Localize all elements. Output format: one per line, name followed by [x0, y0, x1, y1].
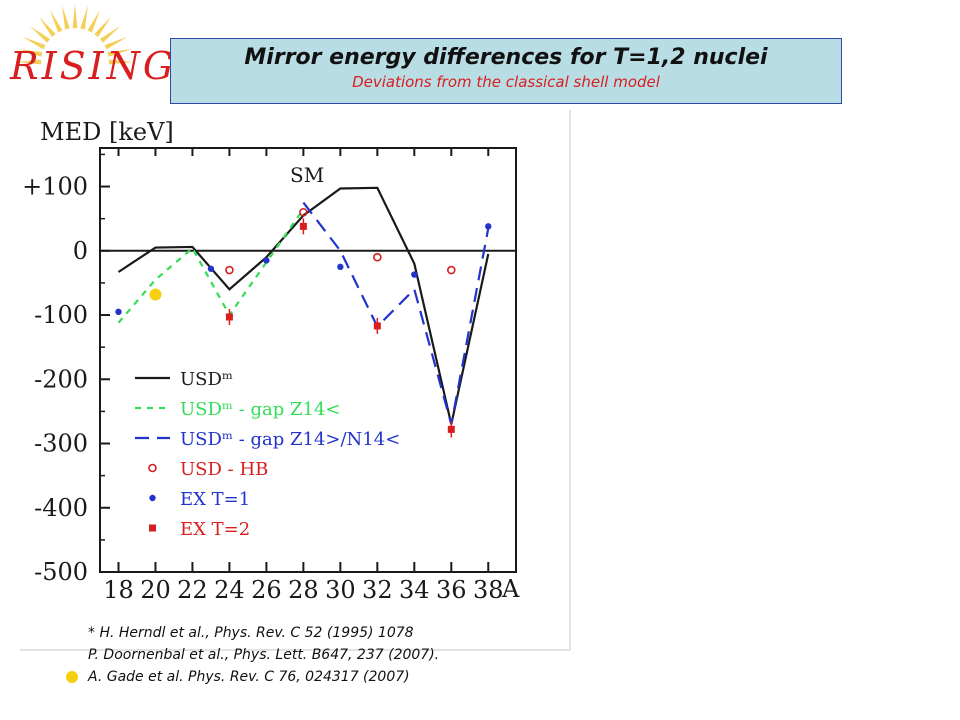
ex-t1-point: [485, 223, 492, 230]
x-tick-label: 28: [288, 576, 319, 604]
series-line-2: [302, 201, 490, 425]
reference-1: * H. Herndl et al., Phys. Rev. C 52 (199…: [88, 625, 414, 641]
ex-t2-point: [447, 425, 455, 433]
legend-label-3: USD - HB: [180, 459, 268, 480]
y-tick-label: -400: [34, 494, 88, 522]
ex-t2-point: [225, 313, 233, 321]
x-tick-label: 20: [140, 576, 171, 604]
x-tick-label: 32: [362, 576, 393, 604]
sun-ray: [49, 9, 63, 33]
legend-label-1: USDᵐ - gap Z14<: [180, 399, 341, 420]
series-line-1: [117, 208, 305, 324]
sun-ray: [62, 5, 70, 30]
sm-annotation: SM: [290, 163, 324, 187]
x-tick-label: 30: [325, 576, 356, 604]
x-tick-label: 24: [214, 576, 245, 604]
ex-t1-point: [263, 257, 270, 264]
sun-ray: [38, 16, 56, 37]
logo-text: RISING: [10, 44, 177, 88]
x-tick-label: 36: [436, 576, 467, 604]
sun-ray: [80, 5, 88, 30]
y-axis-label: MED [keV]: [40, 118, 174, 146]
usd-hb-point: [299, 207, 308, 217]
legend: USDᵐ USDᵐ - gap Z14< USDᵐ - gap Z14>/N14< U…: [135, 369, 400, 540]
ex-t1-point: [115, 308, 122, 316]
y-tick-label: 0: [73, 237, 88, 265]
x-tick-label: 18: [103, 576, 134, 604]
slide-title: Mirror energy differences for T=1,2 nucl…: [244, 45, 768, 70]
legend-label-5: EX T=2: [180, 519, 250, 540]
sun-ray: [104, 36, 128, 50]
sun-ray: [94, 16, 112, 37]
gade-point: [149, 288, 162, 301]
reference-2: P. Doornenbal et al., Phys. Lett. B647, …: [88, 647, 440, 663]
y-tick-label: -200: [34, 365, 88, 393]
ex-t1-point: [411, 271, 418, 278]
ex-t2-point: [373, 322, 381, 330]
sun-ray: [107, 49, 132, 57]
y-tick-label: -100: [34, 301, 88, 329]
ex-t2-point: [299, 222, 307, 230]
x-tick-labels: 18 20 22 24 26 28 30 32 34 36 38: [103, 576, 503, 604]
x-tick-label: 22: [177, 576, 208, 604]
x-axis-label: A: [501, 575, 520, 603]
y-tick-labels: +100 0 -100 -200 -300 -400 -500: [22, 173, 88, 586]
y-tick-label: -500: [34, 558, 88, 586]
title-box: Mirror energy differences for T=1,2 nucl…: [170, 38, 842, 104]
axis-ticks: [100, 148, 490, 573]
sun-ray: [22, 36, 46, 50]
legend-swatch-3: [148, 463, 157, 473]
plot-frame: [99, 147, 517, 573]
usd-hb-point: [373, 252, 382, 262]
sun-ray: [29, 25, 50, 43]
x-tick-label: 34: [399, 576, 430, 604]
sun-rays-icon: [17, 4, 133, 65]
sun-ray: [18, 49, 43, 57]
legend-label-2: USDᵐ - gap Z14>/N14<: [180, 429, 400, 450]
sun-ray: [17, 59, 42, 65]
sun-ray: [108, 59, 133, 65]
legend-label-0: USDᵐ: [180, 369, 233, 390]
reference-marker-dot: [66, 671, 78, 683]
y-tick-label: -300: [34, 430, 88, 458]
usd-hb-point: [225, 265, 234, 275]
rising-logo: RISING: [0, 0, 173, 100]
ex-t1-point: [337, 263, 344, 271]
y-tick-label: +100: [22, 173, 88, 201]
legend-label-4: EX T=1: [180, 489, 250, 510]
sun-ray: [87, 9, 101, 33]
x-tick-label: 26: [251, 576, 282, 604]
reference-3: A. Gade et al. Phys. Rev. C 76, 024317 (…: [88, 669, 410, 685]
series-markers: [115, 207, 492, 438]
sun-ray: [100, 25, 121, 43]
usd-hb-point: [446, 265, 456, 275]
legend-swatch-4: [149, 494, 156, 502]
x-tick-label: 38: [473, 576, 504, 604]
sun-ray: [72, 4, 78, 29]
slide-subtitle: Deviations from the classical shell mode…: [352, 73, 660, 91]
references: * H. Herndl et al., Phys. Rev. C 52 (199…: [88, 622, 439, 688]
legend-swatch-5: [149, 524, 156, 532]
ex-t1-point: [207, 265, 215, 272]
